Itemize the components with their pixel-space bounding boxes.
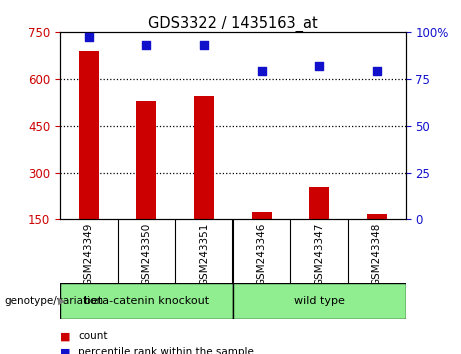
Text: genotype/variation: genotype/variation [5, 296, 104, 306]
Point [142, 42, 150, 48]
Text: percentile rank within the sample: percentile rank within the sample [78, 347, 254, 354]
Bar [136, 101, 156, 219]
Bar [79, 51, 99, 219]
Text: GSM243351: GSM243351 [199, 223, 209, 286]
Text: ■: ■ [60, 331, 71, 341]
Title: GDS3322 / 1435163_at: GDS3322 / 1435163_at [148, 16, 318, 32]
Point [85, 35, 92, 40]
Point [258, 68, 266, 74]
Text: GSM243350: GSM243350 [142, 223, 151, 286]
Text: GSM243349: GSM243349 [84, 223, 94, 286]
Bar [60, 283, 233, 319]
Text: GSM243347: GSM243347 [314, 223, 324, 286]
Bar [252, 212, 272, 219]
Text: ■: ■ [60, 347, 71, 354]
Point [315, 63, 323, 68]
Text: count: count [78, 331, 108, 341]
Text: GSM243348: GSM243348 [372, 223, 382, 286]
Text: wild type: wild type [294, 296, 345, 306]
Bar [309, 187, 329, 219]
Text: beta-catenin knockout: beta-catenin knockout [84, 296, 209, 306]
Bar [367, 214, 387, 219]
Bar [194, 96, 214, 219]
Text: GSM243346: GSM243346 [257, 223, 266, 286]
Bar [233, 283, 406, 319]
Point [373, 68, 381, 74]
Text: ▶: ▶ [58, 296, 65, 306]
Point [200, 42, 207, 48]
